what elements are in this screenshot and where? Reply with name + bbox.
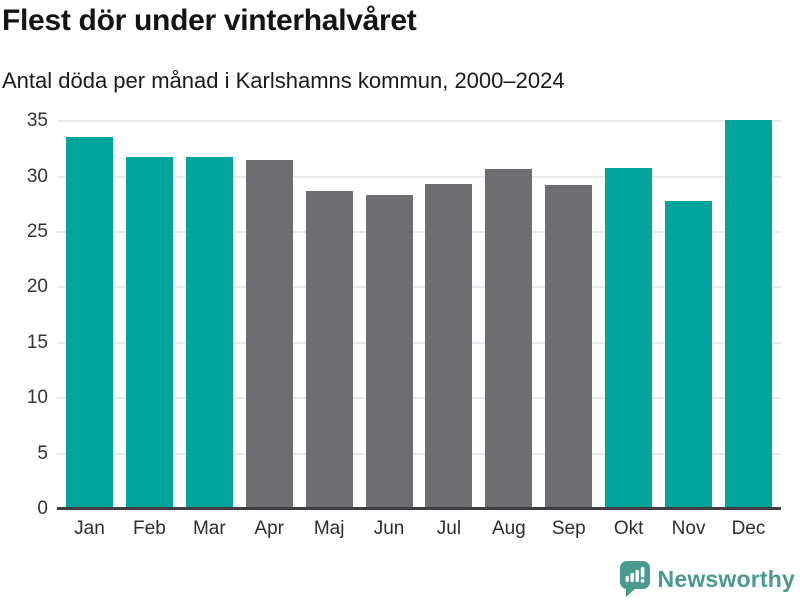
y-axis-tick-label-5: 5 xyxy=(37,442,48,464)
y-axis: 0 5 10 15 20 25 30 35 xyxy=(0,110,48,519)
chart-subtitle: Antal döda per månad i Karlshamns kommun… xyxy=(2,68,565,93)
x-axis-line xyxy=(57,507,781,510)
x-axis-label-okt: Okt xyxy=(613,518,644,539)
newsworthy-wordmark: Newsworthy xyxy=(657,565,795,592)
y-axis-tick-label-0: 0 xyxy=(37,498,48,519)
bar-feb xyxy=(125,156,173,509)
x-axis-label-jan: Jan xyxy=(74,518,105,539)
x-axis-label-mar: Mar xyxy=(192,518,226,539)
y-axis-tick-label-10: 10 xyxy=(26,387,48,409)
bar-jun xyxy=(365,195,413,509)
x-axis-label-dec: Dec xyxy=(731,518,766,539)
x-axis-label-sep: Sep xyxy=(551,518,586,539)
bar-apr xyxy=(245,159,293,509)
gridline-10 xyxy=(57,397,781,400)
x-axis-label-maj: Maj xyxy=(313,518,345,539)
gridline-25 xyxy=(57,230,781,233)
bar-dec xyxy=(724,119,772,509)
x-axis: Jan Feb Mar Apr Maj Jun Jul Aug Sep Okt Nov Dec xyxy=(57,518,781,540)
plot-area xyxy=(57,110,781,510)
bar-sep xyxy=(545,185,593,509)
y-axis-tick-label-15: 15 xyxy=(26,331,48,353)
bar-aug xyxy=(485,168,533,509)
bar-nov xyxy=(665,200,713,509)
bar-jan xyxy=(66,136,113,509)
x-axis-label-aug: Aug xyxy=(491,518,526,539)
bar-okt xyxy=(605,167,653,509)
gridline-35 xyxy=(57,120,781,123)
newsworthy-logo: Newsworthy xyxy=(619,561,795,597)
bar-maj xyxy=(305,190,353,509)
x-axis-label-apr: Apr xyxy=(254,518,284,539)
newsworthy-chart-bubble-icon xyxy=(619,561,650,597)
gridline-5 xyxy=(57,452,781,455)
y-axis-tick-label-20: 20 xyxy=(26,276,48,298)
x-axis-label-feb: Feb xyxy=(133,518,166,539)
x-axis-label-jun: Jun xyxy=(373,518,405,539)
y-axis-tick-label-35: 35 xyxy=(26,110,48,132)
gridline-15 xyxy=(57,341,781,344)
y-axis-tick-label-25: 25 xyxy=(26,220,48,242)
gridline-20 xyxy=(57,286,781,289)
bar-jul xyxy=(425,184,473,509)
x-axis-label-nov: Nov xyxy=(671,518,706,539)
bar-series xyxy=(57,110,781,509)
gridline-30 xyxy=(57,175,781,178)
chart-title: Flest dör under vinterhalvåret xyxy=(2,4,417,37)
y-axis-tick-label-30: 30 xyxy=(26,165,48,187)
x-axis-label-jul: Jul xyxy=(436,518,462,539)
bar-mar xyxy=(185,156,233,509)
